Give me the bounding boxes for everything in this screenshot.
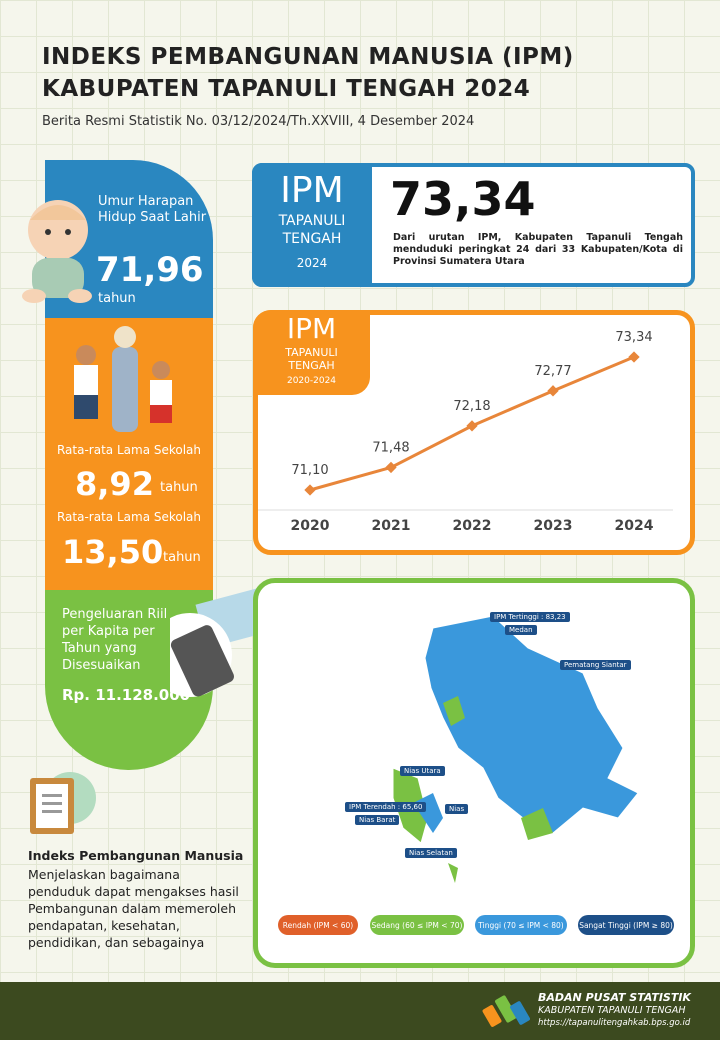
x-tick-label: 2024 (615, 518, 654, 534)
map-label: Nias (445, 804, 469, 814)
mys-label: Rata-rata Lama Sekolah (56, 443, 202, 457)
title: KABUPATEN TAPANULI TENGAH 2024 (42, 76, 531, 102)
map-label: Nias Utara (400, 766, 445, 776)
footer (0, 982, 720, 1040)
legend-item: Sangat Tinggi (IPM ≥ 80) (578, 915, 674, 935)
chart-subtitle: TAPANULI TENGAH (285, 346, 338, 372)
life-value: 71,96 (96, 250, 204, 290)
value-label: 72,77 (534, 364, 571, 379)
map-label: IPM Terendah : 65,60 (345, 802, 427, 812)
footer-org: BADAN PUSAT STATISTIK (538, 991, 691, 1004)
point (628, 351, 640, 363)
point (466, 420, 478, 432)
expense-value: Rp. 11.128.000 (62, 686, 191, 704)
chart-period: 2020-2024 (286, 376, 337, 386)
point (547, 385, 559, 397)
ipm-tab (252, 163, 372, 287)
ipm-region: TAPANULI TENGAH (278, 213, 346, 247)
footer-region: KABUPATEN TAPANULI TENGAH (538, 1005, 686, 1016)
expense-label: Pengeluaran Riil per Kapita per Tahun ya… (62, 607, 168, 673)
legend-item: Rendah (IPM < 60) (278, 915, 358, 935)
clipboard-icon (30, 772, 96, 834)
line-chart: 71,10 2020 71,48 2021 72,18 2022 72,77 2023 73,3… (258, 330, 673, 534)
definition-text: Menjelaskan bagaimana penduduk dapat men… (28, 867, 239, 950)
x-tick-label: 2023 (534, 518, 573, 534)
value-label: 71,48 (372, 440, 409, 455)
ipm-description: Dari urutan IPM, Kabupaten Tapanuli Teng… (393, 232, 683, 267)
map-label: Pematang Siantar (560, 660, 631, 670)
chart-tab (253, 310, 370, 395)
baby-icon (22, 200, 92, 303)
x-tick-label: 2020 (291, 518, 330, 534)
value-label: 73,34 (615, 330, 652, 345)
mys-unit: tahun (160, 480, 198, 495)
map-label: Nias Barat (355, 815, 400, 825)
x-tick-label: 2021 (372, 518, 411, 534)
map-label: IPM Tertinggi : 83,23 (490, 612, 570, 622)
eys-value: 13,50 (62, 533, 164, 571)
ipm-value: 73,34 (390, 172, 536, 226)
map-label: Medan (505, 625, 537, 635)
life-label: Umur Harapan Hidup Saat Lahir (98, 194, 207, 225)
ipm-year: 2024 (296, 256, 328, 270)
mys-value: 8,92 (75, 465, 154, 503)
value-label: 72,18 (453, 399, 490, 414)
subtitle: Berita Resmi Statistik No. 03/12/2024/Th… (42, 114, 475, 129)
point (304, 484, 316, 496)
eys-unit: tahun (163, 550, 201, 565)
title: INDEKS PEMBANGUNAN MANUSIA (IPM) (42, 44, 574, 70)
definition-title: Indeks Pembangunan Manusia (28, 848, 244, 863)
footer-url: https://tapanulitengahkab.bps.go.id (538, 1018, 691, 1028)
chart-title: IPM (286, 312, 337, 345)
x-tick-label: 2022 (453, 518, 492, 534)
value-label: 71,10 (291, 463, 328, 478)
students-icon (74, 326, 172, 432)
bps-logo (482, 995, 530, 1027)
eys-label: Rata-rata Lama Sekolah (56, 510, 202, 524)
legend-item: Sedang (60 ≤ IPM < 70) (370, 915, 464, 935)
map (392, 615, 639, 883)
ipm-title: IPM (280, 170, 344, 211)
map-label: Nias Selatan (405, 848, 457, 858)
legend-item: Tinggi (70 ≤ IPM < 80) (475, 915, 567, 935)
point (385, 461, 397, 474)
life-unit: tahun (98, 291, 136, 306)
